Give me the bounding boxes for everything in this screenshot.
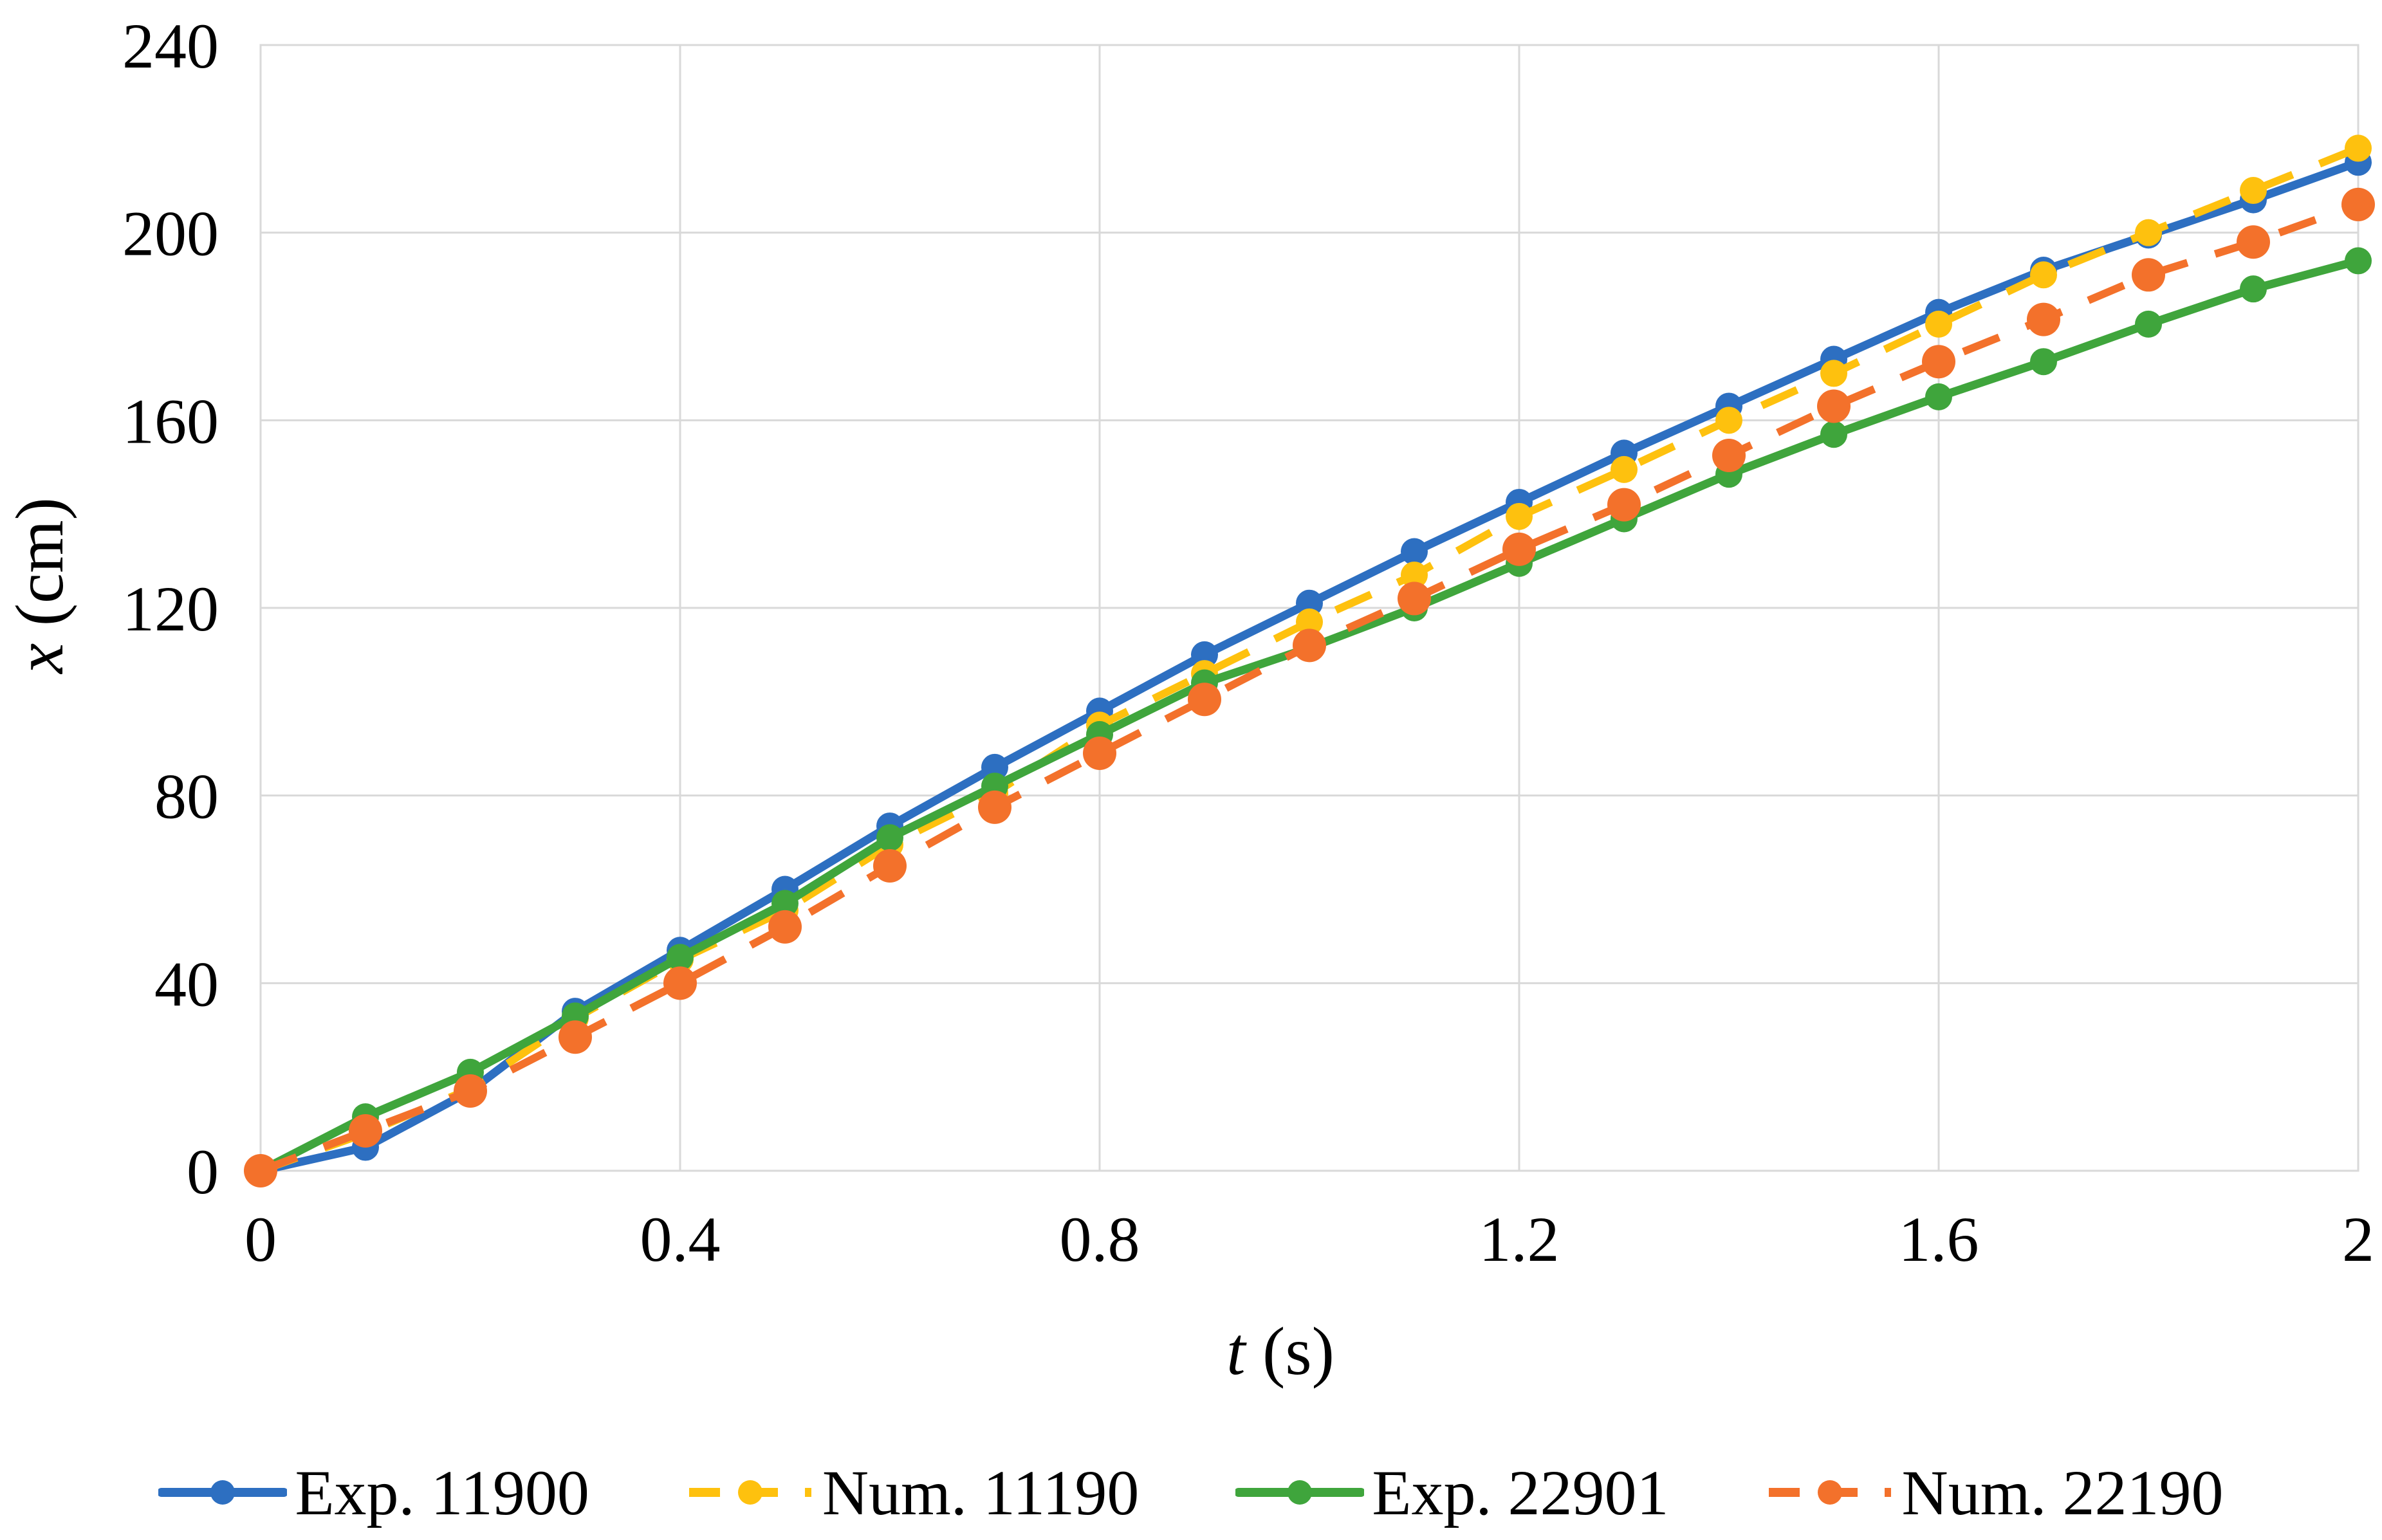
- data-point: [873, 849, 907, 883]
- data-point: [876, 824, 903, 852]
- data-point: [1502, 532, 1536, 566]
- x-tick-label: 2: [2342, 1204, 2374, 1275]
- data-point: [981, 753, 1008, 781]
- data-point: [1922, 345, 1955, 379]
- data-point: [2341, 187, 2375, 221]
- data-point: [2237, 225, 2270, 259]
- y-tick-label: 200: [122, 198, 219, 270]
- data-point: [2135, 219, 2162, 246]
- legend-line-marker-icon: [1235, 1480, 1365, 1505]
- data-point: [1820, 360, 1847, 387]
- data-point: [1820, 421, 1847, 448]
- x-axis-unit: (s): [1262, 1314, 1334, 1389]
- data-point: [1398, 582, 1431, 616]
- data-point: [1611, 455, 1638, 483]
- y-axis-unit: (cm): [2, 497, 77, 627]
- x-tick-label: 1.2: [1479, 1204, 1560, 1275]
- data-point: [559, 1020, 592, 1054]
- legend-line-marker-icon: [158, 1480, 288, 1505]
- legend-item-exp-11900: Exp. 11900: [158, 1456, 589, 1530]
- legend-item-exp-22901: Exp. 22901: [1235, 1456, 1669, 1530]
- data-point: [771, 890, 799, 917]
- data-point: [2240, 177, 2267, 205]
- data-point: [663, 966, 697, 1000]
- data-point: [2030, 261, 2057, 289]
- data-point: [1925, 383, 1952, 410]
- y-tick-label: 240: [122, 10, 219, 82]
- x-tick-label: 0.4: [640, 1204, 721, 1275]
- y-tick-label: 120: [122, 573, 219, 645]
- legend-item-num-11190: Num. 11190: [686, 1456, 1140, 1530]
- data-point: [1296, 608, 1323, 636]
- legend-item-num-22190: Num. 22190: [1766, 1456, 2224, 1530]
- data-point: [1925, 310, 1952, 338]
- legend-sample-marker: [1817, 1480, 1842, 1505]
- data-point: [2135, 310, 2162, 338]
- legend-label: Exp. 22901: [1372, 1456, 1669, 1528]
- data-point: [1817, 389, 1851, 423]
- data-point: [1401, 538, 1428, 565]
- legend-line-marker-icon: [1768, 1480, 1891, 1505]
- data-point: [2132, 258, 2165, 292]
- x-tick-label: 0.8: [1060, 1204, 1140, 1275]
- y-axis-title: x (cm): [1, 497, 79, 674]
- x-axis-title: t (s): [1226, 1312, 1334, 1391]
- plot-border: [259, 44, 2359, 1172]
- data-point: [1607, 488, 1641, 522]
- data-point: [768, 910, 802, 944]
- y-tick-label: 0: [187, 1136, 219, 1207]
- data-point: [454, 1074, 487, 1108]
- data-point: [1191, 641, 1218, 668]
- data-point: [1188, 683, 1221, 717]
- data-point: [1401, 561, 1428, 589]
- legend-sample-marker: [1288, 1480, 1313, 1505]
- legend-sample-marker: [210, 1480, 235, 1505]
- legend: Exp. 11900 Num. 11190 Exp. 22901 Num. 22…: [0, 1438, 2382, 1540]
- data-point: [1296, 589, 1323, 617]
- legend-label: Num. 11190: [822, 1456, 1140, 1528]
- data-point: [2345, 134, 2372, 162]
- legend-sample-marker: [737, 1480, 762, 1505]
- data-point: [244, 1154, 277, 1187]
- legend-label: Exp. 11900: [295, 1456, 589, 1528]
- data-point: [1712, 439, 1746, 473]
- x-tick-label: 1.6: [1899, 1204, 1979, 1275]
- data-point: [667, 944, 694, 971]
- data-point: [1506, 502, 1533, 530]
- data-point: [978, 790, 1011, 824]
- y-tick-label: 160: [122, 385, 219, 457]
- data-point: [1083, 737, 1116, 771]
- data-point: [2027, 302, 2060, 336]
- data-point: [1715, 407, 1742, 434]
- data-point: [2240, 275, 2267, 303]
- y-tick-label: 40: [154, 948, 219, 1020]
- y-axis-variable: x: [2, 643, 77, 674]
- data-point: [349, 1114, 382, 1148]
- legend-line-marker-icon: [688, 1480, 811, 1505]
- data-point: [1293, 628, 1326, 663]
- y-tick-label: 80: [154, 761, 219, 832]
- data-point: [2345, 247, 2372, 275]
- x-tick-label: 0: [245, 1204, 277, 1275]
- legend-label: Num. 22190: [1901, 1456, 2224, 1528]
- x-axis-variable: t: [1226, 1314, 1246, 1389]
- data-point: [2030, 348, 2057, 376]
